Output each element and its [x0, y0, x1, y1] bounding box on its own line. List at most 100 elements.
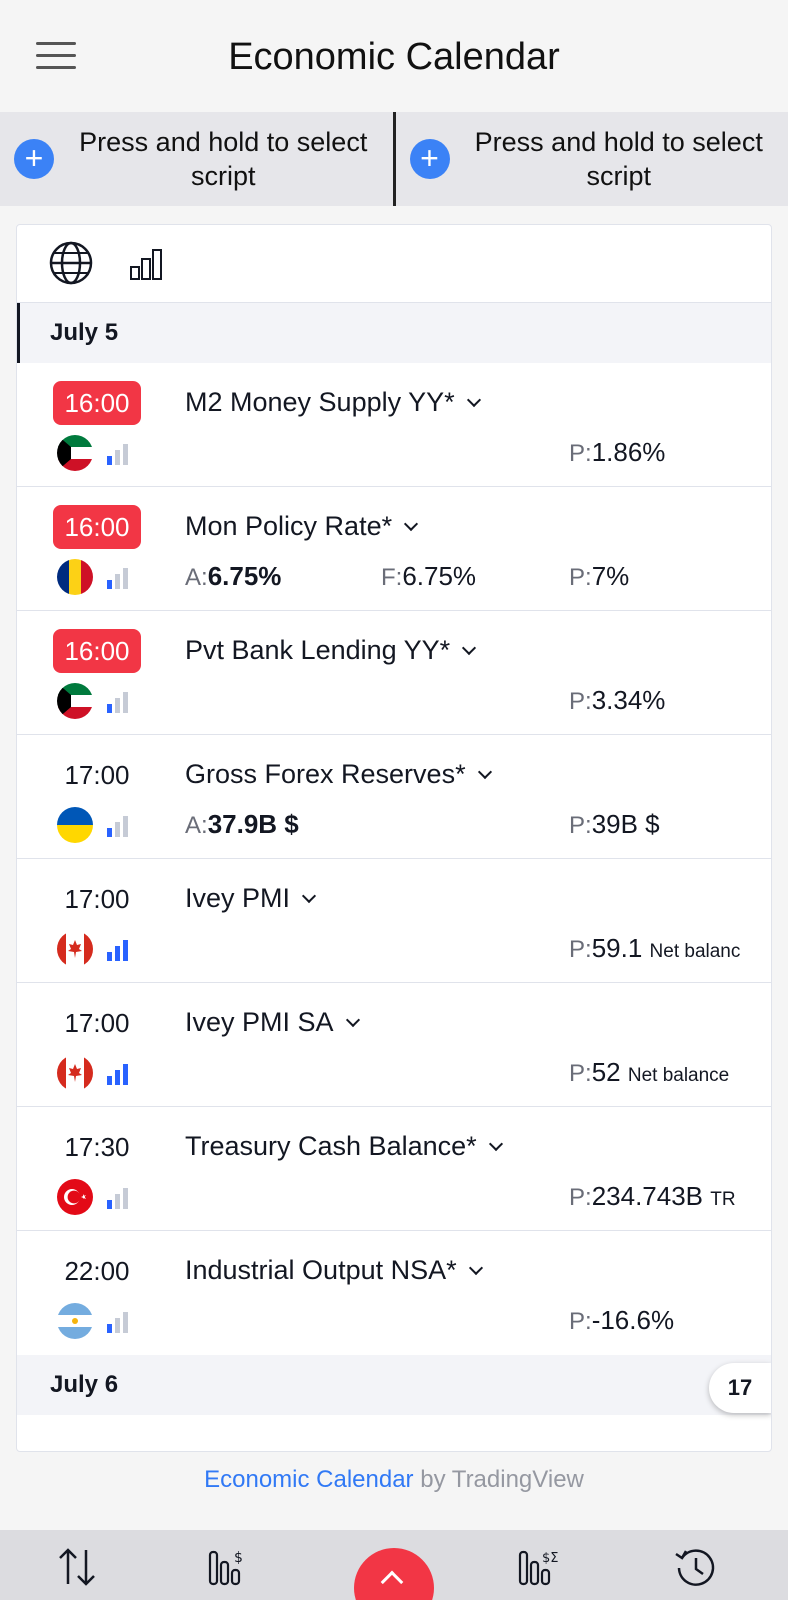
chevron-down-icon[interactable] — [488, 1136, 503, 1152]
script-selector-bar: + Press and hold to select script + Pres… — [0, 112, 788, 206]
page-title: Economic Calendar — [228, 36, 560, 78]
attribution: Economic Calendar by TradingView — [0, 1466, 788, 1494]
previous-label: P: — [569, 812, 592, 839]
event-title[interactable]: Industrial Output NSA* — [185, 1255, 483, 1286]
event-time: 17:00 — [64, 1008, 130, 1038]
svg-text:$: $ — [234, 1550, 243, 1566]
event-title-text: Ivey PMI — [185, 883, 291, 913]
event-time: 16:00 — [53, 629, 141, 673]
plus-icon: + — [409, 139, 450, 179]
script-slot-left[interactable]: + Press and hold to select script — [0, 112, 396, 206]
event-row[interactable]: 17:00 Gross Forex Reserves* A:37.9B $ P:39B… — [17, 735, 771, 859]
previous-number: 3.34% — [591, 685, 666, 715]
event-row[interactable]: 17:00 Ivey PMI P:59.1 Net balanc — [17, 859, 771, 983]
date-header: July 5 — [17, 303, 771, 363]
actual-label: A: — [185, 564, 208, 591]
price-currency-bars-icon[interactable]: $Σ — [516, 1544, 564, 1590]
event-time: 16:00 — [53, 381, 141, 425]
script-slot-right[interactable]: + Press and hold to select script — [396, 112, 788, 206]
filter-toolbar — [17, 225, 771, 303]
canada-flag-icon — [57, 1055, 93, 1091]
date-header: July 6 — [17, 1355, 771, 1415]
plus-icon: + — [14, 139, 54, 179]
impact-level-icon — [107, 565, 131, 589]
previous-label: P: — [569, 440, 592, 467]
impact-filter-icon[interactable] — [129, 247, 163, 281]
kuwait-flag-icon — [57, 683, 93, 719]
event-row[interactable]: 16:00 Mon Policy Rate* A:6.75% F:6.75% P:7% — [17, 487, 771, 611]
kuwait-flag-icon — [57, 435, 93, 471]
impact-level-icon — [107, 689, 131, 713]
tradingview-logo-icon[interactable]: 17 — [709, 1363, 771, 1413]
previous-unit: Net balance — [627, 1065, 730, 1086]
script-slot-label: Press and hold to select script — [474, 127, 763, 191]
actual-number: 37.9B $ — [207, 809, 299, 839]
previous-value: P:59.1 Net balanc — [569, 933, 740, 964]
previous-value: P:1.86% — [569, 437, 665, 468]
event-time: 17:00 — [64, 884, 130, 914]
event-title-text: Mon Policy Rate* — [185, 511, 393, 541]
event-row[interactable]: 16:00 M2 Money Supply YY* P:1.86% — [17, 363, 771, 487]
event-row[interactable]: 16:00 Pvt Bank Lending YY* P:3.34% — [17, 611, 771, 735]
previous-number: -16.6% — [591, 1305, 675, 1335]
chevron-down-icon[interactable] — [404, 516, 419, 532]
event-title[interactable]: Pvt Bank Lending YY* — [185, 635, 477, 666]
turkey-flag-icon — [57, 1179, 93, 1215]
event-title-text: Ivey PMI SA — [185, 1007, 334, 1037]
previous-label: P: — [569, 688, 592, 715]
ukraine-flag-icon — [57, 807, 93, 843]
event-time: 17:30 — [64, 1132, 130, 1162]
previous-label: P: — [569, 936, 592, 963]
event-title-text: M2 Money Supply YY* — [185, 387, 455, 417]
chevron-down-icon[interactable] — [477, 764, 492, 780]
history-clock-icon[interactable] — [672, 1544, 720, 1590]
event-title[interactable]: Mon Policy Rate* — [185, 511, 419, 542]
romania-flag-icon — [57, 559, 93, 595]
previous-unit: TR — [710, 1189, 736, 1210]
chevron-down-icon[interactable] — [468, 1260, 483, 1276]
previous-number: 52 — [591, 1057, 621, 1087]
chevron-up-icon — [380, 1570, 404, 1594]
previous-value: P:234.743B TR — [569, 1181, 736, 1212]
chevron-down-icon[interactable] — [462, 640, 477, 656]
event-title[interactable]: Gross Forex Reserves* — [185, 759, 492, 790]
sort-arrows-icon[interactable] — [54, 1544, 102, 1590]
chevron-down-icon[interactable] — [345, 1012, 360, 1028]
argentina-flag-icon — [57, 1303, 93, 1339]
app-header: Economic Calendar — [0, 0, 788, 112]
chevron-down-icon[interactable] — [466, 392, 481, 408]
event-title[interactable]: Treasury Cash Balance* — [185, 1131, 503, 1162]
event-time: 17:00 — [64, 760, 130, 790]
event-title[interactable]: Ivey PMI — [185, 883, 317, 914]
previous-number: 234.743B — [591, 1181, 704, 1211]
expand-up-button[interactable] — [354, 1548, 434, 1600]
previous-value: P:3.34% — [569, 685, 665, 716]
actual-number: 6.75% — [207, 561, 282, 591]
event-title[interactable]: M2 Money Supply YY* — [185, 387, 481, 418]
impact-level-icon — [107, 441, 131, 465]
event-title[interactable]: Ivey PMI SA — [185, 1007, 360, 1038]
event-title-text: Pvt Bank Lending YY* — [185, 635, 451, 665]
attribution-link[interactable]: Economic Calendar — [204, 1466, 414, 1493]
forecast-label: F: — [381, 564, 403, 591]
previous-number: 39B $ — [591, 809, 660, 839]
price-bars-icon[interactable]: $ — [206, 1544, 254, 1590]
forecast-value: F:6.75% — [381, 561, 476, 592]
event-row[interactable]: 22:00 Industrial Output NSA* P:-16.6% — [17, 1231, 771, 1355]
attribution-suffix: by TradingView — [413, 1466, 584, 1493]
globe-icon[interactable] — [49, 241, 93, 285]
previous-unit: Net balanc — [649, 941, 741, 962]
impact-level-icon — [107, 813, 131, 837]
bottom-nav: $ $Σ — [0, 1530, 788, 1600]
previous-label: P: — [569, 1060, 592, 1087]
event-row[interactable]: 17:00 Ivey PMI SA P:52 Net balance — [17, 983, 771, 1107]
impact-level-icon — [107, 937, 131, 961]
event-time: 16:00 — [53, 505, 141, 549]
event-row[interactable]: 17:30 Treasury Cash Balance* P:234.743B TR — [17, 1107, 771, 1231]
chevron-down-icon[interactable] — [301, 888, 317, 904]
previous-value: P:52 Net balance — [569, 1057, 729, 1088]
svg-text:$Σ: $Σ — [542, 1551, 559, 1566]
previous-value: P:7% — [569, 561, 629, 592]
hamburger-menu-icon[interactable] — [36, 42, 76, 70]
canada-flag-icon — [57, 931, 93, 967]
